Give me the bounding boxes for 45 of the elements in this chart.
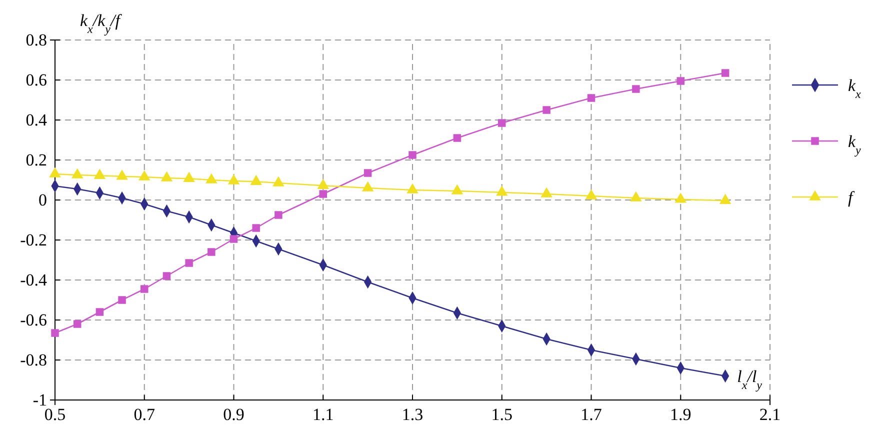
y-tick-label: 0.4 — [26, 110, 48, 130]
point — [587, 94, 596, 102]
point — [364, 169, 372, 177]
x-tick-label: 0.7 — [134, 405, 156, 424]
point — [140, 285, 148, 293]
point — [676, 77, 684, 85]
y-tick-label: -0.4 — [20, 270, 48, 290]
y-tick-label: 0.8 — [26, 30, 47, 50]
x-tick-label: 0.5 — [44, 405, 66, 424]
point — [542, 106, 550, 114]
x-tick-label: 2.1 — [759, 405, 781, 424]
point — [51, 329, 59, 337]
y-tick-label: -0.6 — [20, 310, 47, 330]
point — [73, 320, 82, 328]
point — [274, 211, 282, 219]
point — [252, 224, 260, 232]
x-tick-label: 1.3 — [402, 405, 424, 424]
x-axis-title: l$_{x}$/l$_{y}$ — [737, 367, 763, 392]
legend-label: k$_{y}$ — [848, 132, 862, 157]
y-tick-label: 0.2 — [26, 150, 47, 170]
legend-label: f — [848, 188, 855, 207]
point — [208, 248, 216, 256]
point — [162, 272, 171, 280]
legend-label: k$_{x}$ — [848, 76, 862, 101]
y-tick-label: -1 — [32, 390, 47, 410]
x-tick-label: 1.5 — [491, 405, 512, 424]
point — [498, 119, 506, 127]
y-tick-label: -0.8 — [20, 350, 47, 370]
y-tick-label: -0.2 — [20, 230, 47, 250]
point — [721, 69, 730, 77]
point — [408, 151, 416, 159]
x-tick-label: 0.9 — [223, 405, 244, 424]
y-tick-label: 0 — [38, 190, 47, 210]
x-tick-label: 1.7 — [580, 405, 602, 424]
x-tick-label: 1.9 — [670, 405, 692, 424]
point — [230, 235, 238, 243]
point — [118, 296, 126, 304]
point — [632, 85, 640, 93]
y-tick-label: 0.6 — [26, 70, 47, 90]
point — [453, 134, 462, 142]
y-axis-title: k$_{x}$/k$_{y}$/f — [80, 11, 122, 36]
point — [319, 190, 327, 198]
point — [96, 308, 104, 316]
x-tick-label: 1.1 — [312, 405, 334, 424]
point — [185, 259, 193, 267]
